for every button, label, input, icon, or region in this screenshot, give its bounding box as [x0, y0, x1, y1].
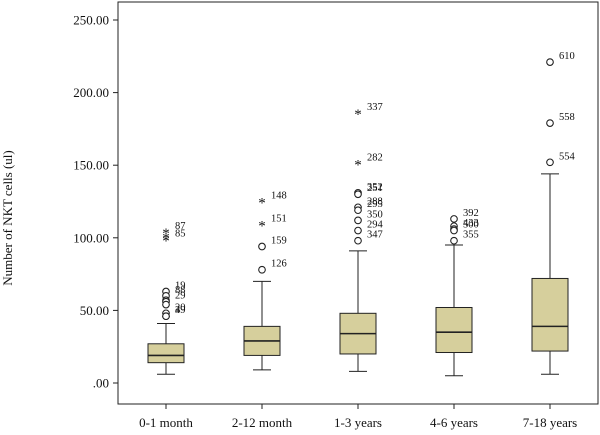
- outlier-star: *: [162, 226, 170, 242]
- outlier-circle: [450, 215, 458, 223]
- y-tick-label: 200.00: [73, 85, 109, 100]
- outlier-circle: [258, 242, 266, 251]
- box-group: * 148 * 151 159 126: [243, 191, 287, 371]
- x-tick-label: 1-3 years: [334, 415, 382, 430]
- outlier-label: 350: [367, 209, 383, 220]
- outlier-circle: [354, 216, 362, 225]
- outlier-label: 251: [367, 183, 383, 194]
- outlier-label: 159: [271, 236, 287, 247]
- outlier-circle: [354, 226, 362, 235]
- outlier-star: *: [354, 107, 362, 123]
- outlier-label: 39: [175, 305, 186, 316]
- outlier-label: 337: [367, 102, 383, 113]
- y-tick-label: 50.00: [80, 303, 109, 318]
- outlier-circle: [354, 190, 362, 199]
- outlier-circle: [546, 158, 554, 167]
- outlier-label: 610: [559, 51, 575, 62]
- outlier-label: 288: [367, 196, 383, 207]
- x-axis: 0-1 month 2-12 month 1-3 years 4-6 years 7-1…: [139, 404, 577, 430]
- outlier-star: *: [354, 158, 362, 174]
- x-tick-label: 7-18 years: [523, 415, 578, 430]
- outlier-label: 282: [367, 153, 383, 164]
- outlier-label: 29: [175, 291, 186, 302]
- y-tick-label: 100.00: [73, 230, 109, 245]
- outlier-label: 347: [367, 230, 383, 241]
- outlier-circle: [258, 265, 266, 274]
- box-iqr: [435, 306, 473, 354]
- box-iqr: [531, 277, 569, 352]
- box-iqr: [147, 343, 185, 364]
- outlier-label: 4: [175, 305, 181, 316]
- outlier-circle: [162, 300, 170, 309]
- outlier-label: 151: [271, 214, 287, 225]
- outlier-label: 558: [559, 112, 575, 123]
- outlier-label: 85: [175, 228, 186, 239]
- outlier-star: *: [258, 219, 266, 235]
- outlier-label: 295: [367, 199, 383, 210]
- outlier-label: 392: [463, 208, 479, 219]
- outlier-star: *: [162, 230, 170, 246]
- outlier-circle: [354, 236, 362, 245]
- y-axis-label: Number of NKT cells (ul): [0, 150, 15, 286]
- y-axis: .00 50.00 100.00 150.00 200.00 250.00: [73, 13, 118, 391]
- outlier-label: 355: [463, 230, 479, 241]
- outlier-label: 19: [175, 281, 186, 292]
- outlier-star: *: [258, 196, 266, 212]
- outlier-label: 148: [271, 191, 287, 202]
- outlier-label: 294: [367, 220, 384, 231]
- outlier-label: 88: [175, 285, 186, 296]
- outlier-label: 433: [463, 218, 479, 229]
- outlier-label: 554: [559, 151, 576, 162]
- box-group: 610 558 554: [531, 51, 576, 375]
- x-tick-label: 2-12 month: [232, 415, 293, 430]
- outlier-star: *: [162, 233, 170, 249]
- outlier-circle: [546, 58, 554, 66]
- outlier-circle: [450, 236, 458, 245]
- outlier-label: 500: [463, 220, 479, 231]
- outlier-circle: [450, 226, 458, 235]
- outlier-circle: [546, 119, 554, 127]
- outlier-circle: [162, 312, 170, 321]
- y-tick-label: 250.00: [73, 13, 109, 28]
- outlier-label: 87: [175, 221, 186, 232]
- x-tick-label: 0-1 month: [139, 415, 193, 430]
- outlier-circle: [354, 206, 362, 215]
- outlier-label: 126: [271, 259, 287, 270]
- outlier-label: 20: [175, 302, 186, 313]
- outlier-label: 352: [367, 182, 383, 193]
- y-tick-label: .00: [93, 376, 109, 391]
- y-tick-label: 150.00: [73, 158, 109, 173]
- x-tick-label: 4-6 years: [430, 415, 478, 430]
